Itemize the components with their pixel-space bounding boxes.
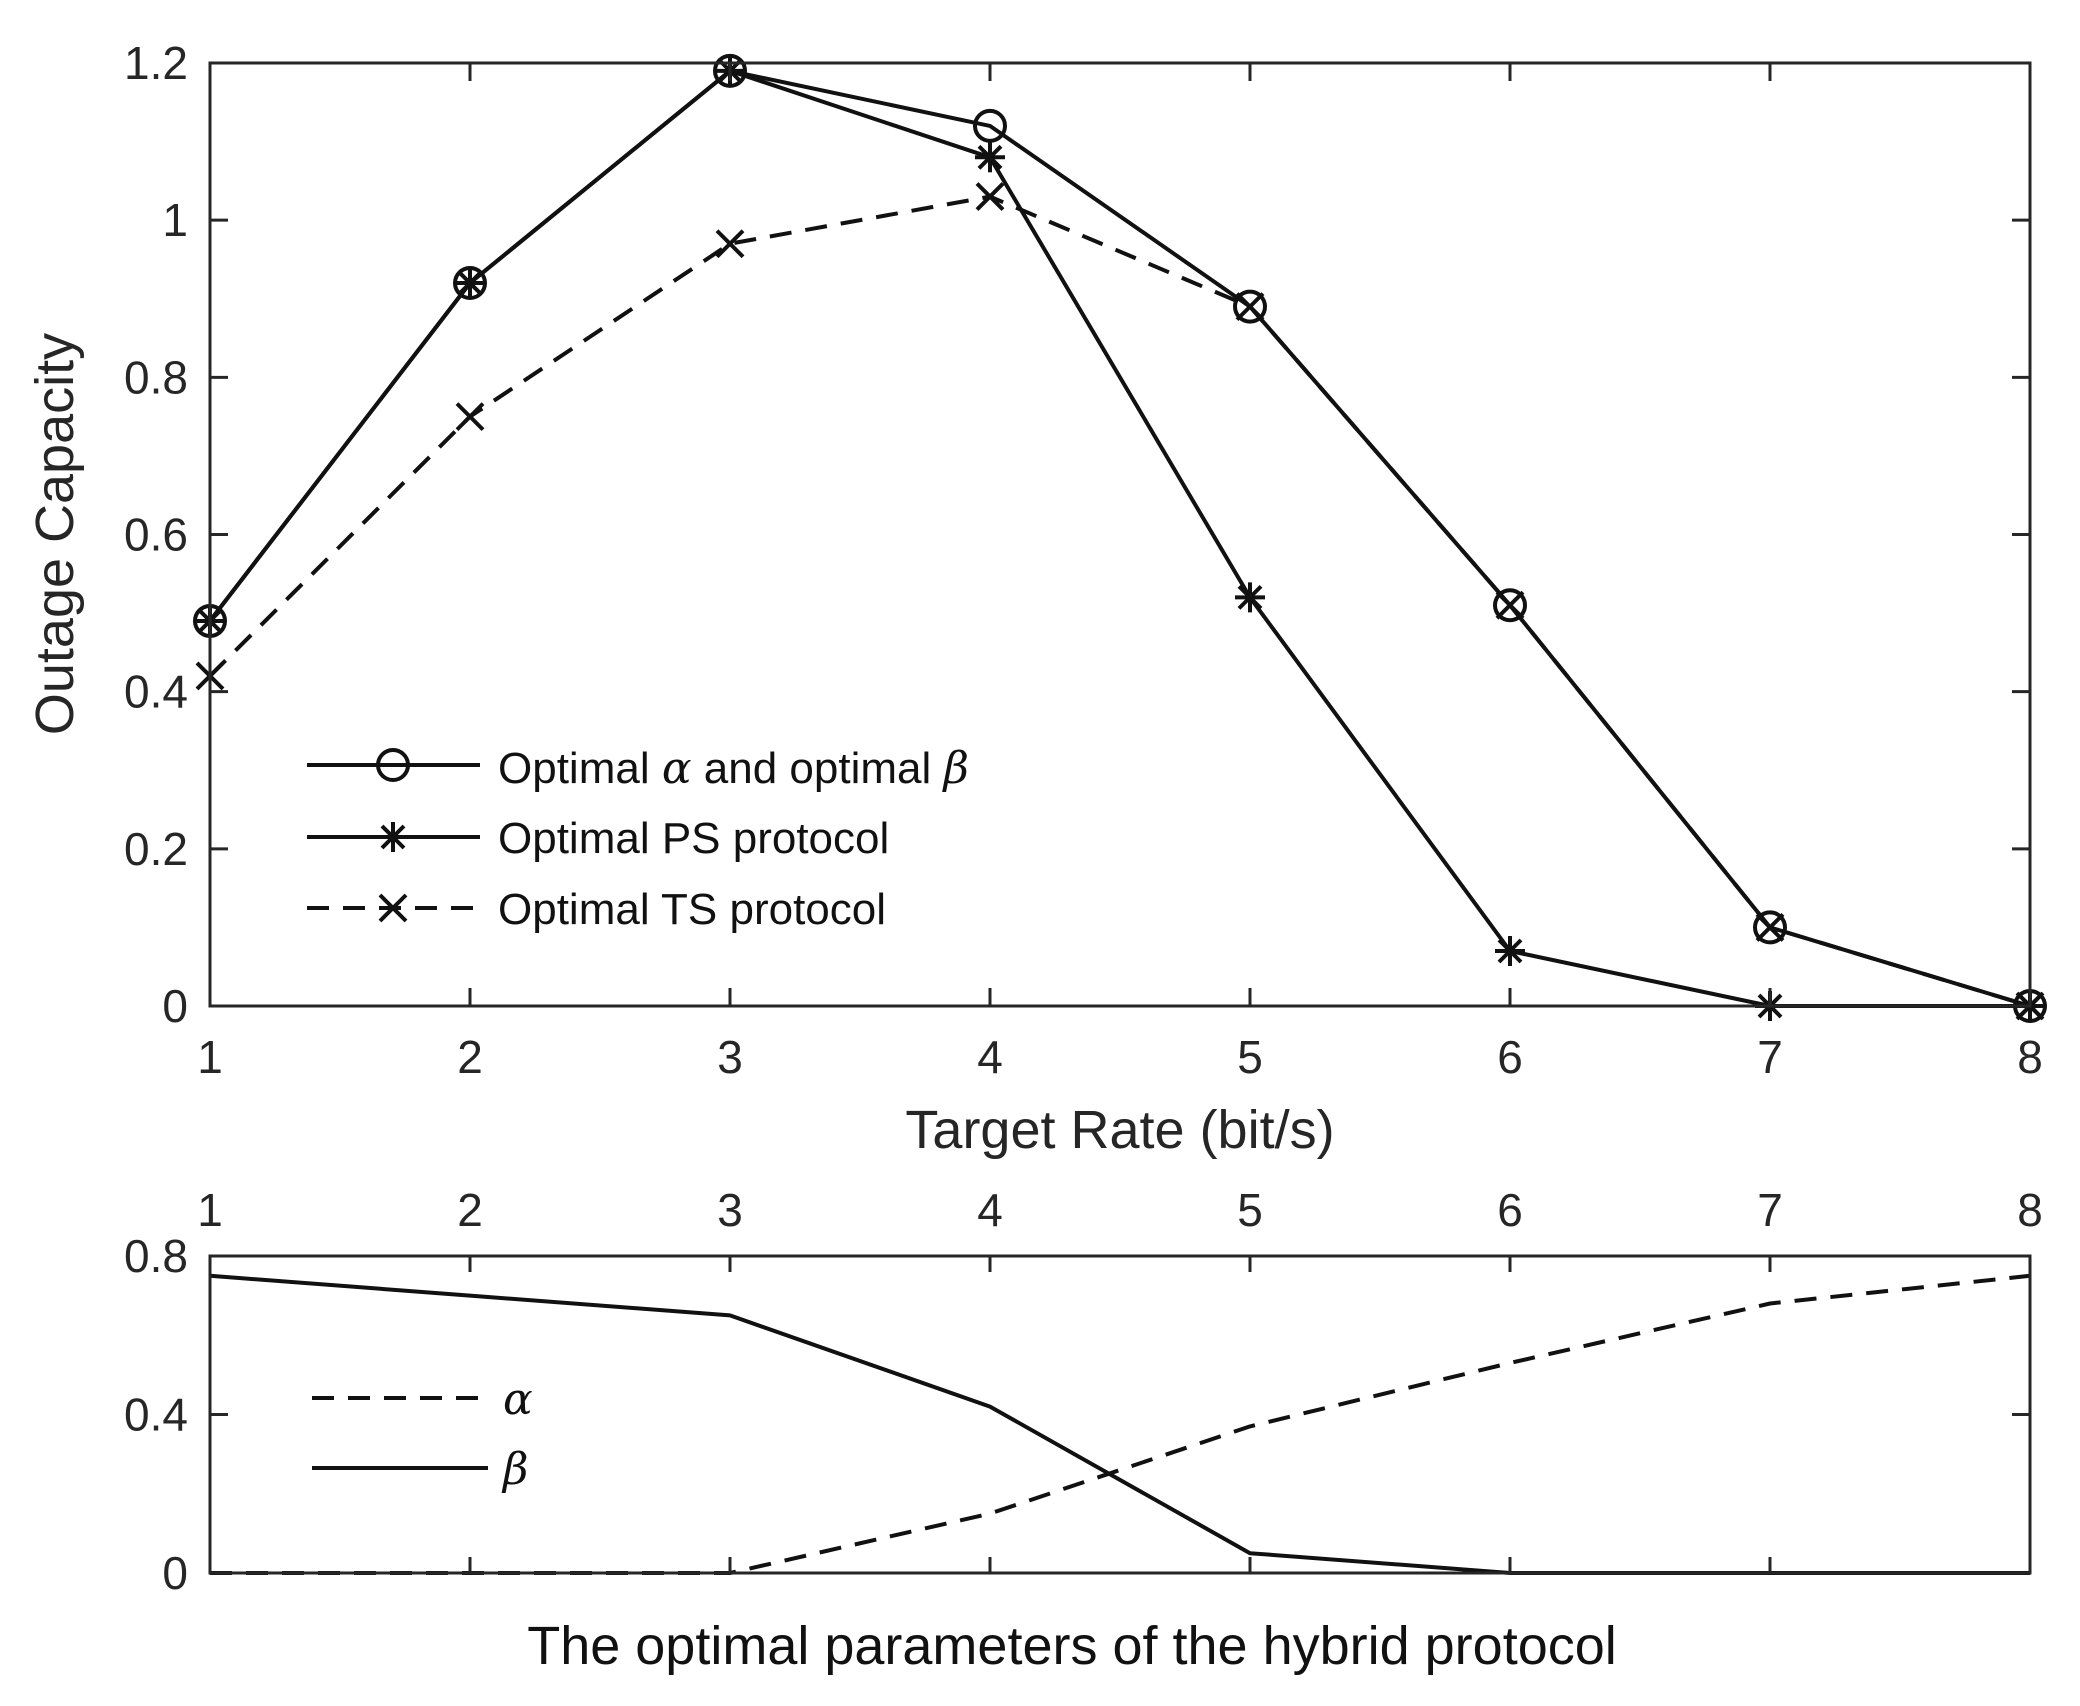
legend-label: Optimal α and optimal β — [498, 743, 969, 794]
x-tick-label: 5 — [1237, 1184, 1263, 1236]
x-axis-label: Target Rate (bit/s) — [905, 1100, 1334, 1160]
data-point-x — [1495, 590, 1525, 620]
y-tick-label: 0 — [162, 980, 188, 1032]
plot-frame — [208, 1254, 2032, 1575]
y-axis-label: Outage Capacity — [25, 333, 85, 735]
legend-label: Optimal TS protocol — [498, 885, 886, 934]
x-tick-label: 1 — [197, 1184, 223, 1236]
tick-marks — [208, 61, 2032, 1008]
data-point-x — [1235, 292, 1265, 322]
data-point-x — [1755, 913, 1785, 942]
y-tick-labels: 0 0.2 0.4 0.6 0.8 1 1.2 — [124, 37, 188, 1032]
x-tick-label: 7 — [1757, 1031, 1783, 1083]
hybrid-parameters-chart: 1 2 3 4 5 6 7 8 0 0.4 0.8 The optimal parameters … — [124, 1184, 2043, 1676]
legend-entry-optimal-ts: Optimal TS protocol — [307, 885, 886, 934]
series-lines — [209, 1273, 2031, 1575]
x-tick-label: 6 — [1497, 1184, 1523, 1236]
plot-frame — [208, 61, 2032, 1008]
data-point-asterisk — [975, 142, 1005, 173]
y-tick-label: 0.8 — [124, 1230, 188, 1282]
data-point-asterisk — [1235, 582, 1265, 613]
data-point-x — [975, 182, 1005, 212]
legend: Optimal α and optimal β Optimal PS proto… — [307, 743, 969, 934]
tick-marks — [208, 1254, 2032, 1575]
data-point-circle — [1493, 588, 1527, 623]
legend-label: α — [503, 1374, 533, 1425]
legend-marker-asterisk — [378, 822, 408, 852]
y-tick-labels: 0 0.4 0.8 — [124, 1230, 188, 1599]
x-tick-label: 8 — [2017, 1184, 2043, 1236]
data-point-x — [455, 402, 485, 432]
series-line-beta — [209, 1273, 2030, 1575]
y-tick-label: 0.4 — [124, 666, 188, 718]
legend-entry-optimal-alpha-beta: Optimal α and optimal β — [307, 743, 969, 794]
y-tick-label: 0.8 — [124, 351, 188, 403]
legend: α β — [312, 1374, 533, 1495]
x-tick-labels-top: 1 2 3 4 5 6 7 8 — [197, 1184, 2043, 1236]
legend-marker-circle — [376, 748, 410, 782]
data-point-circle — [1753, 910, 1787, 945]
x-tick-label: 8 — [2017, 1031, 2043, 1083]
x-tick-label: 1 — [197, 1031, 223, 1083]
data-point-asterisk — [455, 268, 485, 299]
data-point-asterisk — [1495, 935, 1525, 966]
x-tick-label: 6 — [1497, 1031, 1523, 1083]
x-tick-label: 4 — [977, 1184, 1003, 1236]
data-point-x — [715, 229, 745, 259]
x-tick-label: 3 — [717, 1031, 743, 1083]
data-point-circle — [973, 108, 1007, 143]
x-tick-label: 2 — [457, 1184, 483, 1236]
legend-label: β — [501, 1444, 528, 1495]
series-line-alpha — [210, 1273, 2031, 1575]
x-tick-label: 3 — [717, 1184, 743, 1236]
legend-entry-optimal-ps: Optimal PS protocol — [307, 814, 889, 863]
y-tick-label: 0.6 — [124, 509, 188, 561]
x-tick-label: 5 — [1237, 1031, 1263, 1083]
series-line-optimal-ts — [208, 194, 2031, 1008]
series-lines — [208, 68, 2031, 1008]
y-tick-label: 1.2 — [124, 37, 188, 89]
legend-label: Optimal PS protocol — [498, 814, 889, 863]
data-point-circle — [1233, 289, 1267, 324]
y-tick-label: 0.4 — [124, 1389, 188, 1441]
series-line-optimal-alpha-beta — [208, 68, 2031, 1008]
y-tick-label: 1 — [162, 194, 188, 246]
y-tick-label: 0.2 — [124, 823, 188, 875]
x-tick-label: 7 — [1757, 1184, 1783, 1236]
y-tick-label: 0 — [162, 1547, 188, 1599]
legend-entry-alpha: α — [312, 1374, 533, 1425]
legend-entry-beta: β — [312, 1444, 528, 1495]
series-markers — [193, 53, 2047, 1023]
x-tick-label: 2 — [457, 1031, 483, 1083]
x-tick-label: 4 — [977, 1031, 1003, 1083]
outage-capacity-chart: 1 2 3 4 5 6 7 8 0 0.2 0.4 0.6 0.8 1 1.2 Target Rate (… — [25, 37, 2047, 1160]
chart-title: The optimal parameters of the hybrid pro… — [527, 1616, 1617, 1676]
x-tick-labels: 1 2 3 4 5 6 7 8 — [197, 1031, 2043, 1083]
series-line-optimal-ps — [208, 68, 2030, 1008]
legend-marker-x — [378, 893, 408, 923]
